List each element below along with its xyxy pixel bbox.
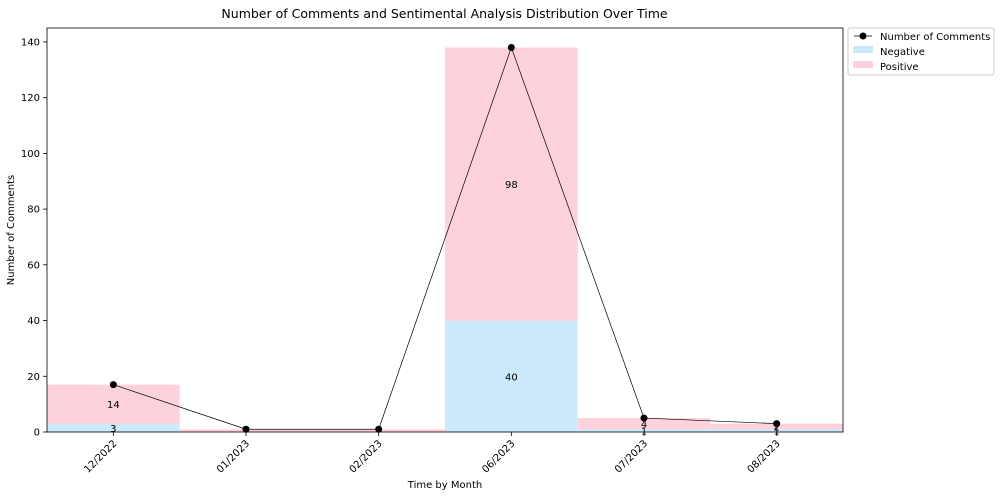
comments-point-0	[109, 381, 117, 389]
chart-title: Number of Comments and Sentimental Analy…	[221, 6, 667, 21]
bar-label-positive-0: 14	[107, 400, 120, 411]
bar-positive-4	[577, 418, 711, 430]
y-tick-label-3: 60	[27, 260, 40, 271]
bar-label-negative-3: 40	[505, 372, 518, 383]
bar-positive-0	[47, 384, 180, 424]
x-tick-label-1: 01/2023	[215, 438, 252, 475]
y-tick-label-0: 0	[34, 428, 40, 439]
y-tick-label-5: 100	[21, 149, 40, 160]
bar-label-positive-3: 98	[505, 180, 518, 191]
x-tick-label-2: 02/2023	[348, 438, 385, 475]
comments-point-5	[773, 420, 781, 428]
bar-label-negative-0: 3	[110, 424, 116, 435]
legend-box	[847, 27, 995, 76]
y-axis-label: Number of Comments	[6, 175, 17, 285]
x-axis: 12/2022 01/2023 02/2023 06/2023 07/2023 08/20…	[82, 432, 783, 475]
bar-label-positive-4: 4	[641, 420, 647, 431]
y-tick-label-2: 40	[27, 316, 40, 327]
comments-point-2	[375, 425, 383, 433]
bar-label-positive-5: 2	[773, 422, 779, 433]
x-tick-label-4: 07/2023	[613, 438, 650, 475]
legend-label-negative: Negative	[880, 47, 925, 58]
y-tick-label-4: 80	[27, 205, 40, 216]
legend-label-comments: Number of Comments	[880, 32, 990, 43]
y-tick-label-7: 140	[21, 37, 40, 48]
comments-point-1	[242, 425, 250, 433]
legend-line-marker	[859, 32, 867, 40]
x-tick-label-0: 12/2022	[82, 438, 119, 475]
bar-negative-3	[445, 320, 578, 432]
bar-negative-5	[710, 429, 843, 432]
legend-label-positive: Positive	[880, 62, 919, 73]
plot-frame	[46, 27, 844, 433]
comments-point-3	[507, 44, 515, 52]
x-axis-label: Time by Month	[407, 480, 482, 491]
comments-line	[113, 46, 777, 430]
legend: Number of Comments Negative Positive	[847, 27, 995, 76]
bar-positive-3	[445, 47, 578, 321]
bar-negative-0	[47, 423, 180, 432]
legend-swatch-positive	[853, 61, 873, 68]
line-layer	[109, 44, 781, 433]
x-tick-label-5: 08/2023	[746, 438, 783, 475]
comments-point-4	[640, 414, 648, 422]
bars-layer	[47, 47, 843, 432]
y-tick-label-1: 20	[27, 372, 40, 383]
y-tick-label-6: 120	[21, 93, 40, 104]
bar-labels-layer: 34011149842	[107, 180, 780, 438]
legend-swatch-negative	[853, 46, 873, 53]
bar-negative-4	[577, 429, 711, 432]
y-axis: 0 20 40 60 80 100 120 140	[21, 37, 47, 439]
x-tick-label-3: 06/2023	[480, 438, 517, 475]
